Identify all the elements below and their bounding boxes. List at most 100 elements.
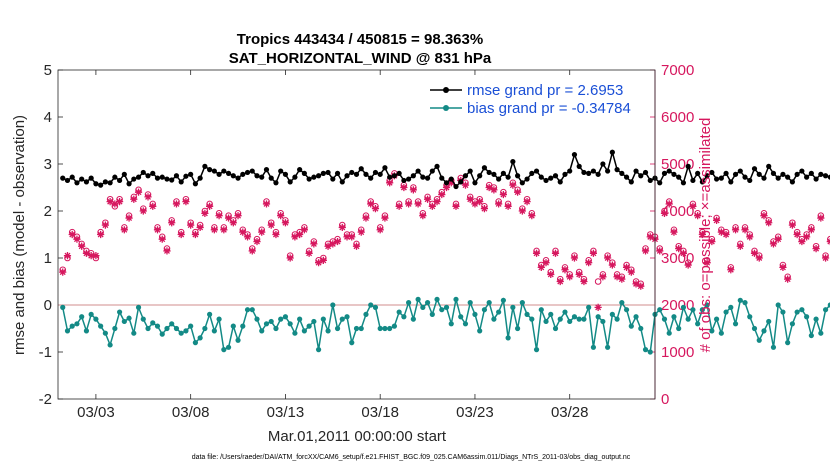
obs-assimilated-point [542, 259, 550, 267]
bias-point [164, 325, 170, 332]
bias-point [424, 300, 431, 306]
bias-point [344, 314, 350, 320]
obs-assimilated-point [717, 228, 725, 236]
rmse-point [827, 174, 830, 180]
obs-assimilated-point [338, 223, 346, 232]
bias-point [813, 316, 819, 322]
rmse-point [500, 170, 506, 176]
bias-point [477, 328, 483, 334]
obs-assimilated-point [286, 254, 294, 262]
rmse-point [732, 171, 739, 177]
legend-bias-marker [443, 105, 449, 111]
rmse-point [647, 177, 653, 184]
obs-assimilated-point [352, 242, 361, 250]
obs-assimilated-point [220, 226, 228, 234]
obs-assimilated-point [803, 233, 811, 241]
bias-point [244, 307, 251, 313]
legend-bias-label: bias grand pr = -0.34784 [467, 100, 631, 117]
bias-point [666, 330, 672, 336]
obs-assimilated-point [485, 183, 493, 192]
obs-assimilated-point [400, 183, 408, 192]
bias-point [718, 330, 724, 336]
rmse-point [453, 183, 459, 190]
obs-assimilated-point [798, 237, 806, 246]
bias-point [443, 304, 450, 310]
rmse-point [83, 179, 90, 185]
rmse-point [183, 173, 189, 179]
plot-frame [57, 69, 656, 400]
rmse-point [780, 171, 786, 177]
rmse-point [434, 163, 440, 169]
obs-assimilated-point [243, 233, 252, 241]
obs-assimilated-point [310, 240, 318, 248]
y-left-tick-label: 0 [44, 297, 52, 314]
obs-assimilated-point [599, 273, 607, 281]
x-tick-label: 03/28 [551, 404, 589, 421]
obs-assimilated-point [409, 186, 417, 194]
bias-point [339, 316, 345, 322]
rmse-point [600, 161, 606, 167]
obs-assimilated-point [566, 273, 574, 281]
bias-point [619, 300, 625, 306]
bias-point [79, 314, 85, 320]
bias-point [216, 316, 222, 322]
rmse-point [439, 175, 445, 181]
rmse-point [382, 165, 388, 171]
bias-point [808, 332, 814, 339]
rmse-point [93, 181, 99, 187]
obs-assimilated-point [419, 212, 427, 220]
rmse-point [112, 174, 118, 180]
rmse-point [424, 175, 431, 181]
rmse-point [107, 180, 113, 186]
rmse-point [207, 167, 213, 173]
obs-assimilated-point [120, 226, 128, 234]
bias-point [415, 296, 421, 302]
obs-assimilated-point [509, 181, 517, 189]
rmse-point [297, 167, 303, 173]
bias-point [529, 316, 535, 322]
obs-assimilated-point [333, 237, 342, 246]
bias-point [467, 300, 473, 306]
bias-point [159, 331, 165, 337]
bias-point [505, 335, 511, 341]
rmse-point [529, 170, 535, 176]
rmse-point [519, 180, 525, 186]
bias-point [770, 344, 777, 350]
rmse-point [240, 171, 246, 177]
obs-assimilated-point [386, 179, 394, 187]
bias-point [60, 304, 66, 310]
rmse-point [448, 176, 454, 182]
rmse-point [131, 176, 137, 182]
bias-point [169, 321, 175, 327]
rmse-point [334, 170, 341, 176]
rmse-point [349, 169, 355, 176]
rmse-point [472, 180, 478, 186]
obs-assimilated-point [698, 230, 706, 239]
obs-assimilated-point [59, 268, 67, 276]
obs-assimilated-point [134, 188, 143, 196]
rmse-point [306, 176, 312, 182]
bias-point [325, 328, 331, 334]
obs-assimilated-point [513, 188, 522, 196]
rmse-point [818, 171, 824, 177]
bias-point [154, 323, 161, 329]
rmse-point [315, 173, 322, 179]
obs-assimilated-point [547, 270, 555, 279]
bias-point [756, 337, 762, 343]
obs-assimilated-point [281, 219, 290, 227]
rmse-point [713, 176, 720, 182]
obs-assimilated-point [622, 263, 631, 271]
rmse-point [98, 182, 104, 188]
obs-assimilated-point [689, 202, 697, 210]
bias-point [804, 314, 810, 320]
obs-assimilated-point [367, 200, 375, 208]
bias-point [401, 314, 407, 320]
bias-point [723, 309, 729, 315]
rmse-point [235, 175, 241, 181]
rmse-point [557, 179, 563, 185]
bias-series-markers [60, 296, 830, 355]
rmse-point [562, 171, 568, 177]
bias-point [439, 307, 445, 313]
bias-point [737, 297, 743, 303]
obs-assimilated-point [613, 273, 621, 281]
